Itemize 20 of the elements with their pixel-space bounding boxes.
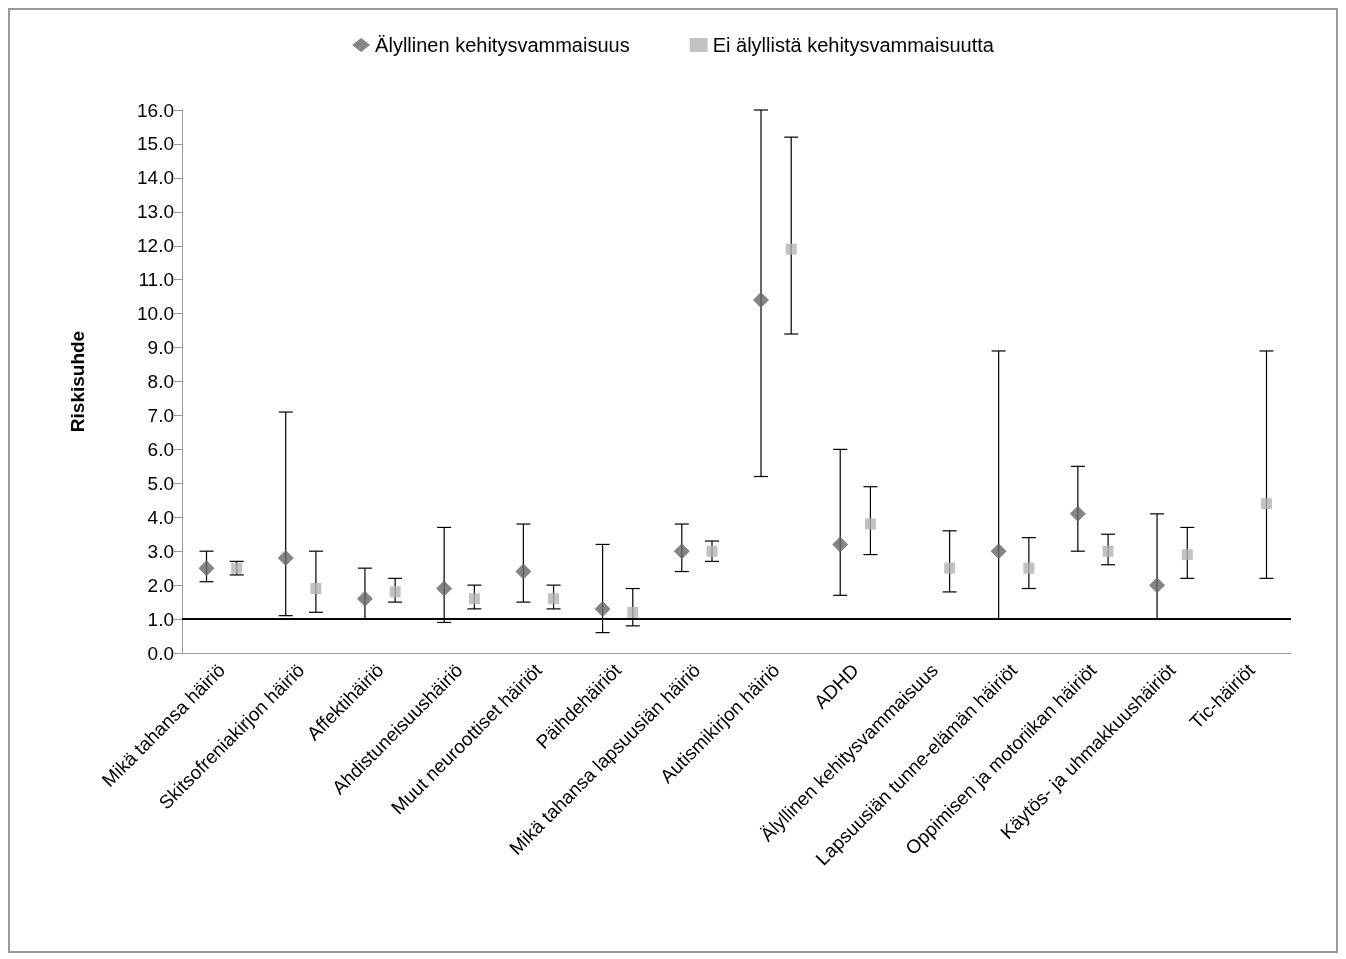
y-tick-label: 16.0 [137,99,174,121]
y-tick-label: 5.0 [147,472,174,494]
y-tick-label: 3.0 [147,540,174,562]
y-tick-label: 14.0 [137,167,174,189]
legend-label: Ei älyllistä kehitysvammaisuutta [712,34,995,56]
y-tick-label: 11.0 [138,269,174,291]
y-tick-label: 1.0 [147,608,174,630]
y-tick-label: 9.0 [147,337,174,359]
legend-label: Älyllinen kehitysvammaisuus [375,34,630,56]
y-tick-label: 6.0 [147,438,174,460]
y-tick-label: 2.0 [147,574,174,596]
y-tick-label: 8.0 [147,371,174,392]
y-tick-label: 4.0 [147,506,174,528]
y-tick-label: 12.0 [137,235,174,257]
y-axis-title: Riskisuhde [67,330,88,433]
y-tick-label: 0.0 [147,642,174,664]
y-tick-label: 7.0 [147,404,174,426]
y-tick-label: 10.0 [137,303,174,325]
y-tick-label: 15.0 [137,133,174,155]
y-tick-label: 13.0 [137,201,174,223]
